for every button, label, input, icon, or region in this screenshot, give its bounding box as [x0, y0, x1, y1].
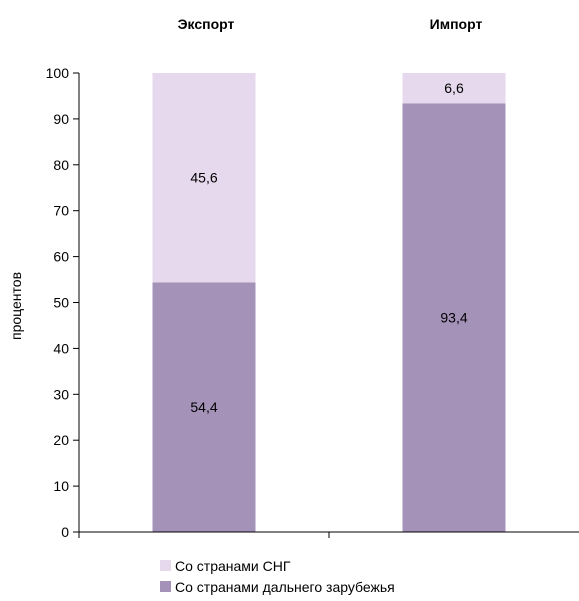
- y-tick-label-50: 50: [53, 295, 69, 311]
- y-tick-label-0: 0: [61, 524, 69, 540]
- bar-cis-1: [402, 73, 506, 104]
- category-titles-group: Экспорт Импорт: [178, 16, 483, 32]
- y-tick-label-90: 90: [53, 111, 69, 127]
- data-label-cis-0: 45,6: [190, 170, 217, 186]
- y-tick-label-80: 80: [53, 157, 69, 173]
- bar-far-abroad-1: [402, 103, 506, 532]
- category-title-0: Экспорт: [178, 16, 235, 32]
- legend-item-cis: Со странами СНГ: [160, 555, 395, 576]
- axes-group: 0 10 20 30 40 50 60 70 80 90 100: [46, 65, 579, 540]
- legend-item-far-abroad: Со странами дальнего зарубежья: [160, 576, 395, 597]
- y-tick-label-100: 100: [46, 65, 70, 81]
- bar-cis-0: [152, 73, 256, 283]
- legend-swatch-far-abroad: [160, 581, 171, 592]
- data-label-far-abroad-1: 93,4: [440, 310, 467, 326]
- legend: Со странами СНГ Со странами дальнего зар…: [160, 555, 395, 597]
- y-tick-label-60: 60: [53, 249, 69, 265]
- data-label-cis-1: 6,6: [444, 80, 464, 96]
- y-tick-label-30: 30: [53, 386, 69, 402]
- legend-label-far-abroad: Со странами дальнего зарубежья: [175, 578, 395, 595]
- bar-far-abroad-0: [152, 282, 256, 532]
- y-tick-label-40: 40: [53, 340, 69, 356]
- y-tick-label-10: 10: [53, 478, 69, 494]
- y-axis-title: процентов: [8, 272, 24, 340]
- category-title-1: Импорт: [430, 16, 483, 32]
- stacked-bar-chart: 54,4 45,6 93,4 6,6 0 10 20 30 40 50 60 70 80 90 100 Э…: [8, 16, 579, 540]
- y-tick-label-70: 70: [53, 203, 69, 219]
- y-tick-label-20: 20: [53, 432, 69, 448]
- legend-label-cis: Со странами СНГ: [175, 557, 291, 574]
- legend-swatch-cis: [160, 560, 171, 571]
- bars-group: [152, 73, 506, 532]
- data-labels-group: 54,4 45,6 93,4 6,6: [190, 80, 467, 415]
- data-label-far-abroad-0: 54,4: [190, 399, 217, 415]
